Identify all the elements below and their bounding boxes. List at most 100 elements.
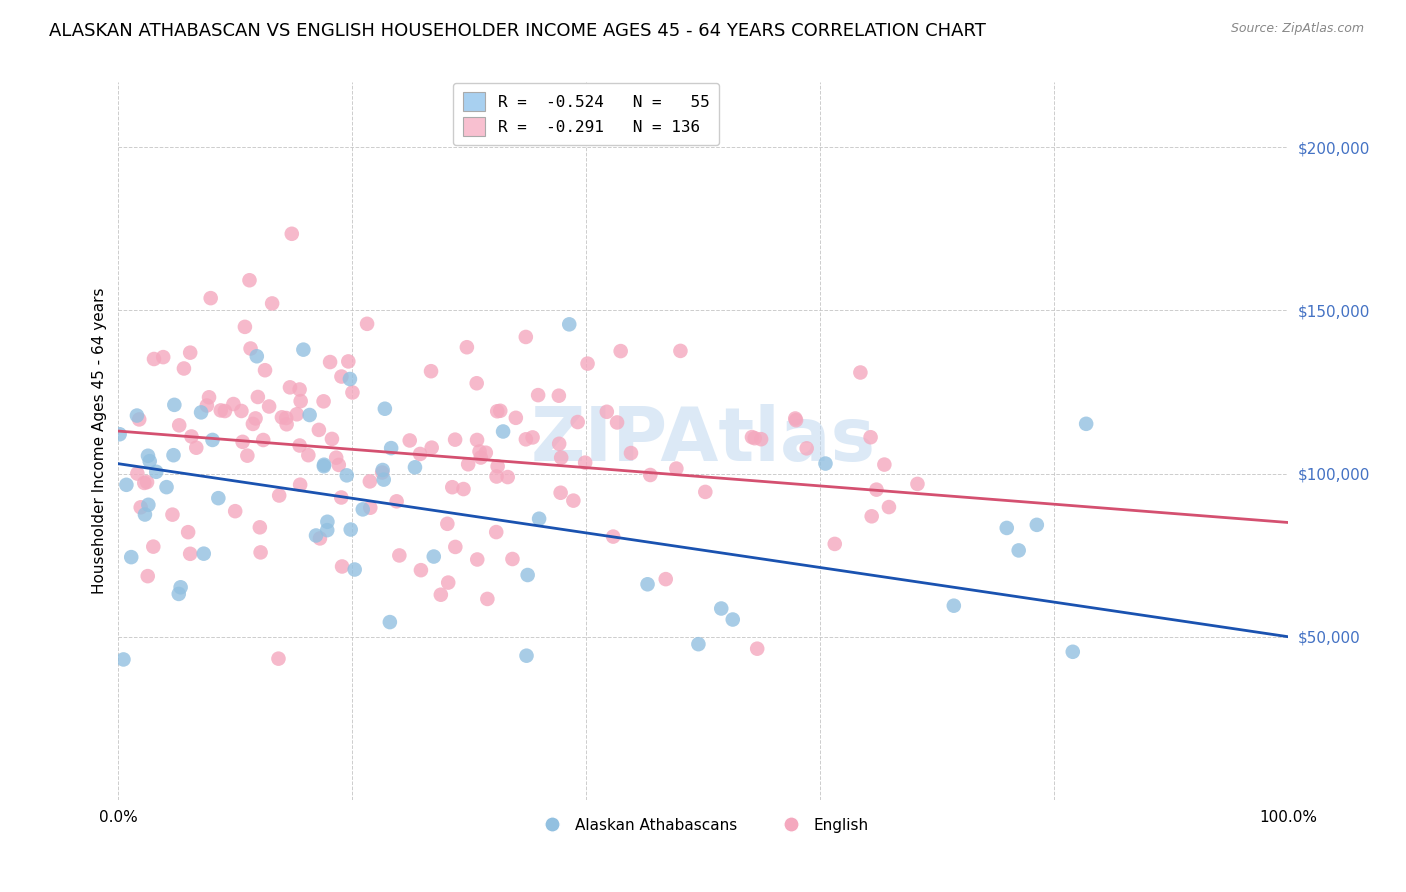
Point — [253, 363, 276, 377]
Point — [257, 400, 280, 414]
Point — [239, 342, 262, 356]
Point — [330, 559, 353, 574]
Point — [190, 405, 212, 419]
Point — [576, 357, 599, 371]
Point — [238, 273, 260, 287]
Point — [409, 447, 432, 461]
Point — [214, 404, 236, 418]
Point — [665, 461, 688, 475]
Point — [162, 448, 184, 462]
Point — [865, 483, 887, 497]
Point — [276, 411, 298, 425]
Point — [359, 500, 381, 515]
Point — [186, 441, 208, 455]
Point — [371, 463, 394, 477]
Point — [486, 404, 509, 418]
Point — [907, 477, 929, 491]
Point — [457, 457, 479, 471]
Point — [152, 350, 174, 364]
Point — [849, 366, 872, 380]
Point — [112, 652, 135, 666]
Point — [180, 429, 202, 443]
Point — [343, 562, 366, 576]
Point — [515, 433, 537, 447]
Point — [637, 577, 659, 591]
Point — [233, 319, 256, 334]
Point — [288, 477, 311, 491]
Point — [308, 423, 330, 437]
Point — [1062, 645, 1084, 659]
Point — [430, 588, 453, 602]
Point — [145, 465, 167, 479]
Point — [288, 383, 311, 397]
Point — [179, 345, 201, 359]
Point — [292, 343, 315, 357]
Text: Source: ZipAtlas.com: Source: ZipAtlas.com — [1230, 22, 1364, 36]
Point — [125, 409, 148, 423]
Point — [155, 480, 177, 494]
Point — [688, 637, 710, 651]
Point — [138, 498, 160, 512]
Point — [129, 500, 152, 515]
Point — [444, 433, 467, 447]
Point — [550, 485, 572, 500]
Point — [142, 540, 165, 554]
Point — [527, 388, 550, 402]
Point — [492, 425, 515, 439]
Point — [231, 404, 253, 418]
Point — [222, 397, 245, 411]
Point — [548, 437, 571, 451]
Point — [505, 410, 527, 425]
Point — [224, 504, 246, 518]
Point — [1008, 543, 1031, 558]
Point — [138, 454, 160, 468]
Point — [796, 442, 818, 456]
Point — [567, 415, 589, 429]
Point — [278, 380, 301, 394]
Point — [596, 405, 619, 419]
Point — [309, 532, 332, 546]
Point — [198, 390, 221, 404]
Point — [252, 433, 274, 447]
Point — [378, 615, 401, 629]
Point — [312, 394, 335, 409]
Text: ZIPAtlas: ZIPAtlas — [530, 404, 876, 477]
Point — [359, 475, 381, 489]
Point — [134, 475, 156, 490]
Point — [388, 549, 411, 563]
Point — [163, 398, 186, 412]
Point — [136, 475, 159, 489]
Point — [162, 508, 184, 522]
Point — [859, 430, 882, 444]
Point — [453, 482, 475, 496]
Point — [749, 432, 772, 446]
Point — [441, 480, 464, 494]
Point — [339, 523, 361, 537]
Point — [640, 468, 662, 483]
Point — [609, 344, 631, 359]
Point — [655, 572, 678, 586]
Point — [371, 466, 394, 480]
Point — [136, 449, 159, 463]
Point — [232, 434, 254, 449]
Point — [420, 441, 443, 455]
Point — [444, 540, 467, 554]
Point — [620, 446, 643, 460]
Point — [785, 411, 807, 425]
Point — [305, 528, 328, 542]
Point — [475, 446, 498, 460]
Point — [669, 343, 692, 358]
Point — [179, 547, 201, 561]
Point — [785, 413, 807, 427]
Point — [489, 404, 512, 418]
Point — [169, 580, 191, 594]
Point — [336, 468, 359, 483]
Point — [496, 470, 519, 484]
Text: ALASKAN ATHABASCAN VS ENGLISH HOUSEHOLDER INCOME AGES 45 - 64 YEARS CORRELATION : ALASKAN ATHABASCAN VS ENGLISH HOUSEHOLDE… — [49, 22, 986, 40]
Point — [606, 416, 628, 430]
Point — [574, 456, 596, 470]
Point — [522, 430, 544, 444]
Point — [485, 469, 508, 483]
Point — [420, 364, 443, 378]
Point — [290, 394, 312, 409]
